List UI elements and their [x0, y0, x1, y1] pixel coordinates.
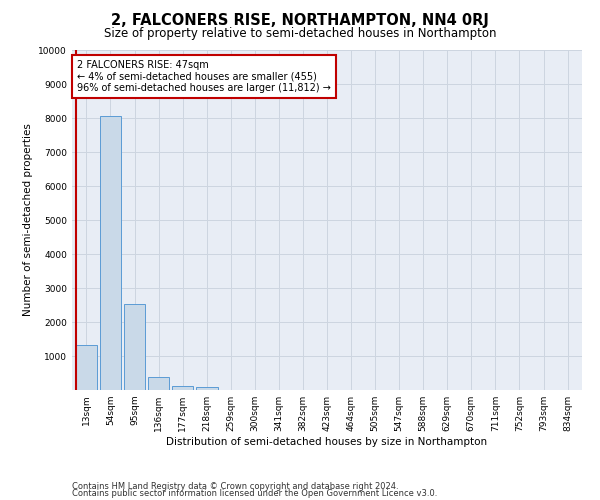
X-axis label: Distribution of semi-detached houses by size in Northampton: Distribution of semi-detached houses by …	[166, 437, 488, 447]
Text: 2 FALCONERS RISE: 47sqm
← 4% of semi-detached houses are smaller (455)
96% of se: 2 FALCONERS RISE: 47sqm ← 4% of semi-det…	[77, 60, 331, 94]
Bar	[196, 387, 218, 390]
Bar	[124, 304, 145, 390]
Text: Size of property relative to semi-detached houses in Northampton: Size of property relative to semi-detach…	[104, 28, 496, 40]
Bar	[172, 386, 193, 390]
Bar	[100, 116, 121, 390]
Bar	[76, 345, 97, 390]
Bar	[148, 377, 169, 390]
Text: Contains public sector information licensed under the Open Government Licence v3: Contains public sector information licen…	[72, 488, 437, 498]
Y-axis label: Number of semi-detached properties: Number of semi-detached properties	[23, 124, 33, 316]
Text: Contains HM Land Registry data © Crown copyright and database right 2024.: Contains HM Land Registry data © Crown c…	[72, 482, 398, 491]
Text: 2, FALCONERS RISE, NORTHAMPTON, NN4 0RJ: 2, FALCONERS RISE, NORTHAMPTON, NN4 0RJ	[111, 12, 489, 28]
